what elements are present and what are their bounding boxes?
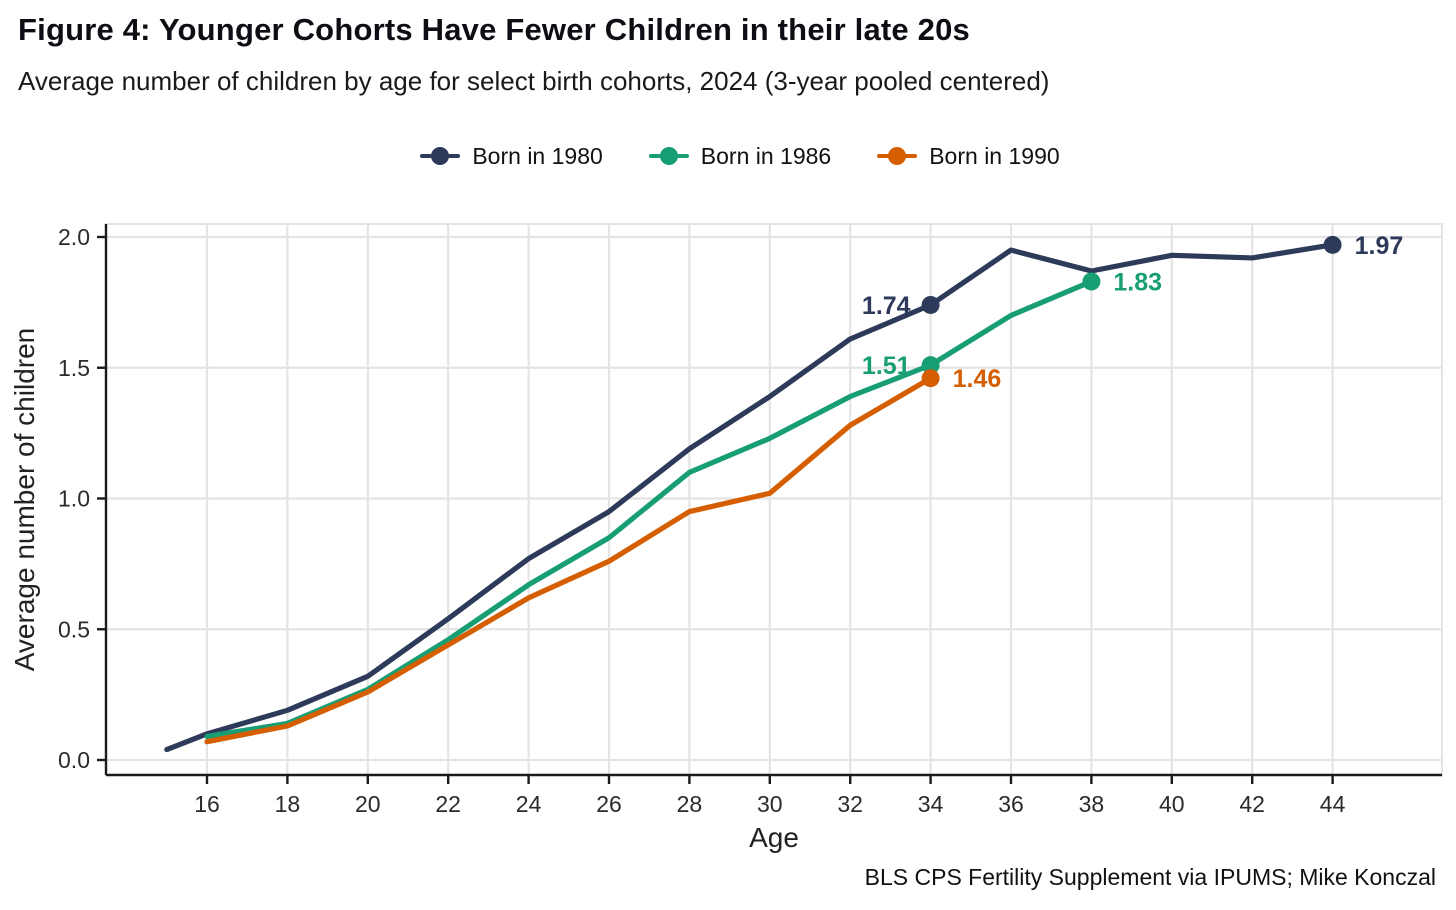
legend-key-1986-icon	[648, 146, 689, 166]
x-tick-label-36: 36	[998, 791, 1024, 817]
series-line-born-in-1990	[204, 375, 934, 745]
series-marker-born-in-1986-age-38	[1082, 272, 1101, 291]
x-tick-label-34: 34	[918, 791, 944, 817]
x-axis-title: Age	[749, 822, 799, 853]
value-label-born-in-1980-1.97: 1.97	[1355, 232, 1404, 260]
source-caption: BLS CPS Fertility Supplement via IPUMS; …	[864, 864, 1436, 890]
legend-item-born-1980: Born in 1980	[420, 142, 603, 170]
x-tick-label-24: 24	[516, 791, 542, 817]
x-tick-label-28: 28	[677, 791, 703, 817]
legend-label-1986: Born in 1986	[700, 142, 832, 169]
value-label-born-in-1986-1.51: 1.51	[862, 352, 911, 380]
series-marker-born-in-1986-age-34	[921, 356, 940, 375]
legend: Born in 1980 Born in 1986 Born in 1990	[100, 138, 1380, 174]
legend-item-born-1990: Born in 1990	[877, 142, 1060, 170]
x-tick-label-22: 22	[435, 791, 461, 817]
series-marker-born-in-1980-age-44	[1323, 235, 1342, 254]
series-marker-born-in-1990-age-34	[921, 369, 940, 388]
legend-label-1980: Born in 1980	[472, 142, 603, 169]
value-label-born-in-1980-1.74: 1.74	[862, 292, 911, 320]
y-tick-label-2.0: 2.0	[58, 224, 90, 250]
x-tick-label-20: 20	[355, 791, 381, 817]
y-tick-label-0.5: 0.5	[58, 616, 90, 642]
figure-subtitle: Average number of children by age for se…	[18, 66, 1050, 96]
series-line-born-in-1986	[204, 278, 1095, 740]
y-tick-label-0.0: 0.0	[58, 747, 90, 773]
x-tick-label-18: 18	[275, 791, 301, 817]
legend-item-born-1986: Born in 1986	[648, 142, 832, 170]
x-tick-label-30: 30	[757, 791, 783, 817]
x-tick-label-16: 16	[194, 791, 220, 817]
y-tick-label-1.5: 1.5	[58, 355, 90, 381]
x-tick-label-32: 32	[837, 791, 863, 817]
series-line-born-in-1980	[164, 242, 1336, 753]
legend-key-1990-icon	[877, 146, 918, 166]
y-tick-label-1.0: 1.0	[58, 486, 90, 512]
x-tick-label-26: 26	[596, 791, 622, 817]
series-marker-born-in-1980-age-34	[921, 295, 940, 314]
value-label-born-in-1986-1.83: 1.83	[1113, 268, 1162, 296]
figure-title: Figure 4: Younger Cohorts Have Fewer Chi…	[18, 12, 970, 47]
legend-key-1980-icon	[420, 146, 461, 166]
x-tick-label-44: 44	[1320, 791, 1346, 817]
x-tick-label-38: 38	[1079, 791, 1105, 817]
y-axis-title: Average number of children	[9, 328, 40, 671]
value-label-born-in-1990-1.46: 1.46	[953, 365, 1002, 393]
x-tick-label-42: 42	[1239, 791, 1265, 817]
x-tick-label-40: 40	[1159, 791, 1185, 817]
legend-label-1990: Born in 1990	[929, 142, 1060, 169]
